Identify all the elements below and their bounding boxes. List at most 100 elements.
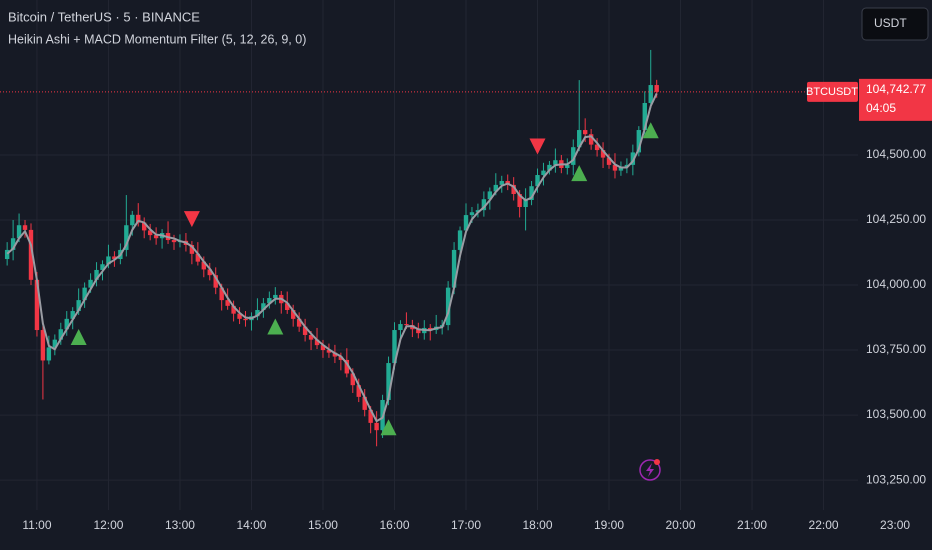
candle-body <box>219 287 224 301</box>
candle-body <box>64 318 69 330</box>
x-tick-label: 11:00 <box>22 518 51 532</box>
candle-body <box>267 298 272 304</box>
candle-body <box>618 166 624 171</box>
candle-body <box>648 85 653 103</box>
candle-body <box>16 225 22 239</box>
candle-body <box>451 249 457 288</box>
y-tick-label: 103,500.00 <box>866 407 926 421</box>
candle-body <box>571 147 576 165</box>
candle-body <box>308 334 314 340</box>
grid <box>0 0 858 510</box>
candle-body <box>213 275 218 288</box>
currency-label[interactable]: USDT <box>874 16 907 30</box>
plot <box>4 49 659 447</box>
candle-body <box>153 235 159 239</box>
x-tick-label: 15:00 <box>308 518 338 532</box>
x-tick-label: 14:00 <box>236 518 266 532</box>
candle-body <box>529 186 534 200</box>
candle-body <box>344 359 350 374</box>
y-tick-label: 104,500.00 <box>866 147 926 161</box>
candle-body <box>314 339 320 346</box>
x-tick-label: 22:00 <box>809 518 839 532</box>
candle-body <box>642 102 647 131</box>
candle-body <box>76 300 81 312</box>
candle-body <box>499 181 504 185</box>
x-tick-label: 20:00 <box>666 518 696 532</box>
candle-body <box>398 324 403 331</box>
candle-body <box>70 311 75 319</box>
candle-body <box>231 305 236 314</box>
candle-body <box>10 238 16 250</box>
candle-body <box>88 279 93 288</box>
candle-body <box>582 130 588 135</box>
candle-body <box>326 350 332 353</box>
candle-body <box>94 269 99 280</box>
candle-body <box>535 175 540 187</box>
sell-signal <box>183 211 200 228</box>
candle-body <box>606 157 612 165</box>
price-label: 104,742.77 <box>866 82 926 96</box>
y-tick-label: 103,750.00 <box>866 342 926 356</box>
candle-body <box>654 85 659 92</box>
buy-signal <box>380 419 397 436</box>
candle-body <box>338 356 344 360</box>
candle-body <box>428 327 433 331</box>
candle-body <box>368 409 373 423</box>
symbol-tag <box>807 81 858 102</box>
x-tick-label: 17:00 <box>451 518 481 532</box>
candle-body <box>136 214 141 223</box>
candle-body <box>565 164 570 169</box>
candle-body <box>457 230 463 250</box>
candle-body <box>588 134 594 145</box>
x-tick-label: 13:00 <box>165 518 195 532</box>
candle-body <box>4 249 10 260</box>
x-tick-label: 16:00 <box>379 518 409 532</box>
candle-body <box>612 164 618 171</box>
candle-body <box>189 244 195 254</box>
currency-button[interactable] <box>861 7 929 41</box>
candle-body <box>243 318 248 321</box>
candle-body <box>493 184 498 192</box>
candle-body <box>594 144 600 151</box>
candle-body <box>600 150 606 158</box>
sell-signal <box>529 138 546 155</box>
candle-body <box>487 191 493 200</box>
candle-body <box>201 261 207 270</box>
buy-signal <box>642 122 659 139</box>
candle-body <box>171 240 177 243</box>
candle-body <box>362 396 367 410</box>
price-tag <box>859 78 932 121</box>
candle-body <box>106 256 111 265</box>
candle-body <box>52 339 58 348</box>
alert-icon[interactable] <box>639 459 661 481</box>
candle-body <box>374 422 379 431</box>
candle-body <box>386 363 391 400</box>
candle-body <box>46 347 52 361</box>
candle-body <box>523 199 528 208</box>
candle-body <box>100 264 105 270</box>
candle-body <box>82 287 87 301</box>
indicator-label: Heikin Ashi + MACD Momentum Filter (5, 1… <box>8 32 306 46</box>
y-tick-label: 103,250.00 <box>866 472 926 486</box>
candle-body <box>124 225 129 250</box>
candle-body <box>273 294 278 299</box>
x-tick-label: 19:00 <box>594 518 624 532</box>
candle-body <box>130 214 135 226</box>
candle-body <box>195 253 201 262</box>
candle-body <box>207 269 212 276</box>
candle-body <box>541 170 546 176</box>
buy-signal <box>70 328 87 345</box>
candle-body <box>332 352 338 357</box>
candle-body <box>225 300 230 306</box>
candle-body <box>261 303 266 311</box>
candle-body <box>481 199 487 211</box>
candle-body <box>112 256 117 260</box>
candle-body <box>630 152 636 165</box>
x-tick-label: 12:00 <box>93 518 123 532</box>
y-tick-label: 104,000.00 <box>866 277 926 291</box>
candle-body <box>285 303 290 311</box>
candle-body <box>517 194 522 208</box>
candle-body <box>404 324 409 326</box>
candle-body <box>469 212 475 216</box>
